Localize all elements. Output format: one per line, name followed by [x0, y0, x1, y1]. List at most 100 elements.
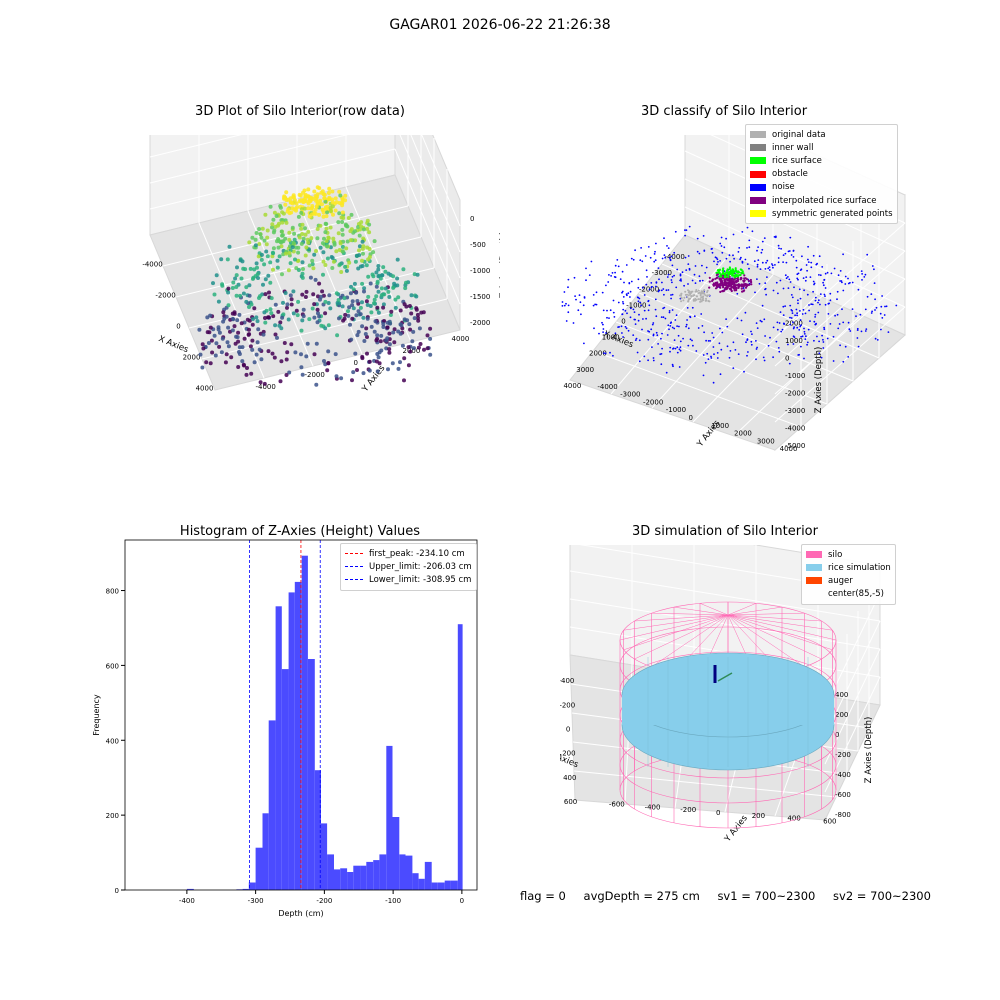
y-tick-label: -1000: [666, 406, 686, 414]
rice-point: [731, 274, 734, 277]
rice-point: [734, 267, 737, 270]
data-point: [307, 214, 312, 219]
noise-point: [673, 339, 676, 341]
noise-point: [670, 279, 673, 281]
noise-point: [621, 332, 623, 334]
noise-point: [567, 304, 570, 307]
noise-point: [697, 327, 700, 329]
noise-point: [719, 373, 722, 376]
data-point: [263, 277, 268, 282]
noise-point: [864, 273, 867, 276]
data-point: [247, 332, 252, 337]
data-point: [321, 259, 326, 264]
grid-line: [824, 648, 881, 765]
noise-point: [746, 339, 749, 341]
noise-point: [856, 327, 859, 330]
data-point: [393, 305, 398, 310]
noise-point: [779, 279, 782, 282]
data-point: [296, 214, 301, 219]
noise-point: [673, 274, 675, 277]
data-point: [376, 310, 381, 315]
data-point: [299, 352, 303, 357]
data-point: [225, 340, 230, 345]
noise-point: [649, 256, 652, 259]
panel1-3d-scatter: -4000-2000020004000-4000-2000020004000-2…: [142, 135, 500, 395]
noise-point: [687, 344, 690, 347]
legend-label: Lower_limit: -308.95 cm: [369, 574, 472, 585]
grid-line: [684, 206, 906, 308]
original-point: [699, 294, 702, 297]
data-point: [400, 326, 405, 331]
noise-point: [829, 292, 832, 295]
data-point: [280, 272, 284, 277]
original-point: [696, 290, 698, 293]
interpolated-point: [711, 279, 714, 283]
data-point: [385, 336, 390, 341]
noise-point: [729, 350, 732, 352]
noise-point: [567, 278, 570, 281]
data-point: [303, 226, 307, 231]
noise-point: [802, 277, 805, 279]
noise-point: [851, 308, 854, 310]
histogram-bar: [186, 888, 194, 890]
noise-point: [765, 261, 767, 264]
noise-point: [787, 250, 790, 253]
data-point: [307, 317, 312, 322]
noise-point: [670, 294, 672, 296]
original-point: [708, 294, 711, 296]
noise-point: [774, 264, 776, 266]
y-tick-label: 400: [106, 737, 119, 745]
z-tick-label: -2000: [470, 319, 490, 327]
noise-point: [678, 348, 681, 351]
grid-line: [175, 236, 422, 298]
histogram-bar: [457, 624, 463, 890]
noise-point: [679, 340, 682, 343]
data-point: [366, 274, 371, 279]
data-point: [289, 297, 294, 302]
noise-point: [602, 309, 605, 312]
noise-point: [784, 305, 786, 307]
data-point: [314, 382, 319, 387]
noise-point: [618, 326, 620, 328]
noise-point: [756, 249, 758, 252]
noise-point: [745, 341, 747, 344]
data-point: [276, 245, 281, 250]
noise-point: [728, 254, 731, 257]
panel4-title: 3D simulation of Silo Interior: [632, 524, 818, 539]
z-axis-label: Z Axies (Depth): [864, 717, 874, 784]
histogram-bar: [242, 888, 249, 890]
data-point: [283, 291, 288, 295]
noise-point: [650, 328, 653, 331]
noise-point: [806, 341, 809, 344]
data-point: [317, 314, 322, 319]
noise-point: [619, 278, 622, 280]
noise-point: [817, 299, 820, 302]
data-point: [291, 289, 296, 294]
noise-point: [602, 323, 604, 326]
silo-line: [727, 614, 822, 660]
noise-point: [694, 282, 697, 284]
noise-point: [671, 293, 674, 296]
data-point: [279, 240, 284, 245]
noise-point: [614, 264, 617, 267]
noise-point: [751, 333, 753, 335]
data-point: [291, 249, 296, 254]
noise-point: [658, 278, 660, 281]
original-point: [694, 290, 697, 293]
noise-point: [667, 273, 670, 276]
data-point: [343, 312, 348, 317]
noise-point: [881, 295, 883, 297]
noise-point: [756, 265, 759, 268]
noise-point: [661, 347, 663, 350]
noise-point: [756, 327, 759, 329]
legend-item: auger: [806, 574, 891, 587]
rice-point: [740, 271, 744, 274]
data-point: [381, 302, 386, 307]
data-point: [340, 232, 345, 237]
data-point: [245, 317, 250, 322]
histogram-bar: [366, 861, 374, 890]
noise-point: [685, 325, 687, 328]
noise-point: [657, 343, 659, 345]
noise-point: [736, 317, 739, 320]
noise-point: [863, 276, 866, 278]
